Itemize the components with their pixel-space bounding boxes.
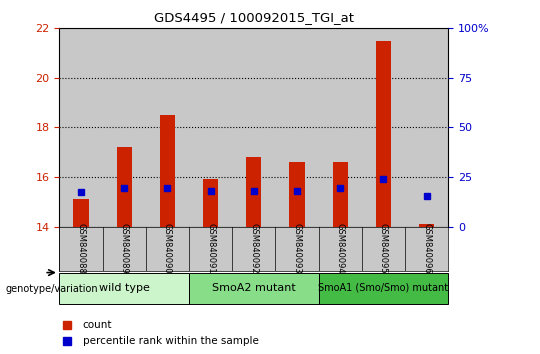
Bar — [146, 28, 189, 227]
Bar — [59, 273, 189, 304]
Text: GSM840094: GSM840094 — [336, 223, 345, 274]
Bar — [319, 273, 448, 304]
Text: SmoA1 (Smo/Smo) mutant: SmoA1 (Smo/Smo) mutant — [319, 283, 448, 293]
Text: genotype/variation: genotype/variation — [5, 284, 98, 293]
Bar — [376, 41, 391, 227]
Bar — [419, 224, 434, 227]
Text: GSM840095: GSM840095 — [379, 223, 388, 274]
Text: percentile rank within the sample: percentile rank within the sample — [83, 336, 259, 346]
Bar — [275, 28, 319, 227]
Text: wild type: wild type — [99, 283, 150, 293]
Bar — [333, 162, 348, 227]
Bar — [103, 28, 146, 227]
Bar — [203, 179, 218, 227]
Bar — [59, 28, 103, 227]
Text: GSM840089: GSM840089 — [120, 223, 129, 274]
Bar — [160, 115, 175, 227]
Text: GSM840091: GSM840091 — [206, 223, 215, 274]
Text: SmoA2 mutant: SmoA2 mutant — [212, 283, 296, 293]
Bar — [189, 273, 319, 304]
Title: GDS4495 / 100092015_TGI_at: GDS4495 / 100092015_TGI_at — [154, 11, 354, 24]
Bar — [319, 28, 362, 227]
Bar — [73, 199, 89, 227]
Bar — [362, 28, 405, 227]
Bar — [117, 147, 132, 227]
Text: GSM840096: GSM840096 — [422, 223, 431, 274]
Text: GSM840093: GSM840093 — [293, 223, 301, 274]
Text: GSM840090: GSM840090 — [163, 223, 172, 274]
Bar — [232, 28, 275, 227]
Bar — [405, 28, 448, 227]
Bar — [189, 28, 232, 227]
Bar — [289, 162, 305, 227]
Text: count: count — [83, 320, 112, 330]
Text: GSM840092: GSM840092 — [249, 223, 258, 274]
Text: GSM840088: GSM840088 — [77, 223, 85, 274]
Bar — [246, 157, 261, 227]
